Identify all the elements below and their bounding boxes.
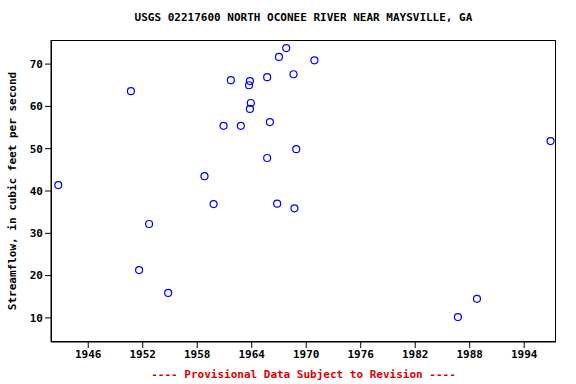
svg-text:10: 10 <box>30 312 43 325</box>
svg-text:1952: 1952 <box>129 348 156 361</box>
html-text:---- Provisional Data Subject: ---- Provisional Data Subject to Revisio… <box>151 368 456 381</box>
svg-text:1958: 1958 <box>184 348 211 361</box>
html-text:USGS 02217600 NORTH OCONEE RIV: USGS 02217600 NORTH OCONEE RIVER NEAR MA… <box>134 11 473 24</box>
svg-text:30: 30 <box>30 227 43 240</box>
html-text:Streamflow, in cubic feet per: Streamflow, in cubic feet per second <box>5 71 19 311</box>
svg-text:40: 40 <box>30 185 43 198</box>
svg-text:1970: 1970 <box>293 348 320 361</box>
svg-text:1988: 1988 <box>456 348 483 361</box>
svg-text:1946: 1946 <box>75 348 102 361</box>
svg-text:1964: 1964 <box>238 348 265 361</box>
svg-text:1976: 1976 <box>347 348 374 361</box>
svg-text:1994: 1994 <box>511 348 538 361</box>
svg-text:60: 60 <box>30 100 43 113</box>
svg-text:50: 50 <box>30 143 43 156</box>
svg-text:70: 70 <box>30 58 43 71</box>
svg-text:1982: 1982 <box>402 348 429 361</box>
svg-text:20: 20 <box>30 269 43 282</box>
